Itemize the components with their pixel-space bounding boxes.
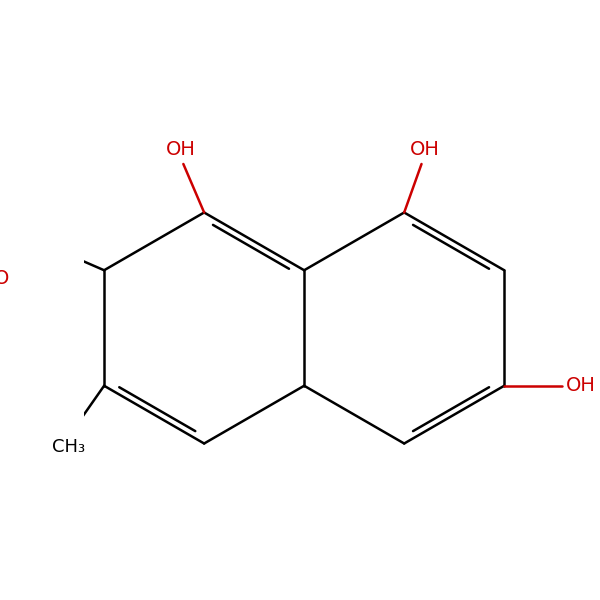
Text: OH: OH [166,140,196,159]
Text: CH₃: CH₃ [52,437,85,455]
Text: O: O [0,269,10,289]
Text: OH: OH [566,376,596,395]
Text: OH: OH [410,140,440,159]
